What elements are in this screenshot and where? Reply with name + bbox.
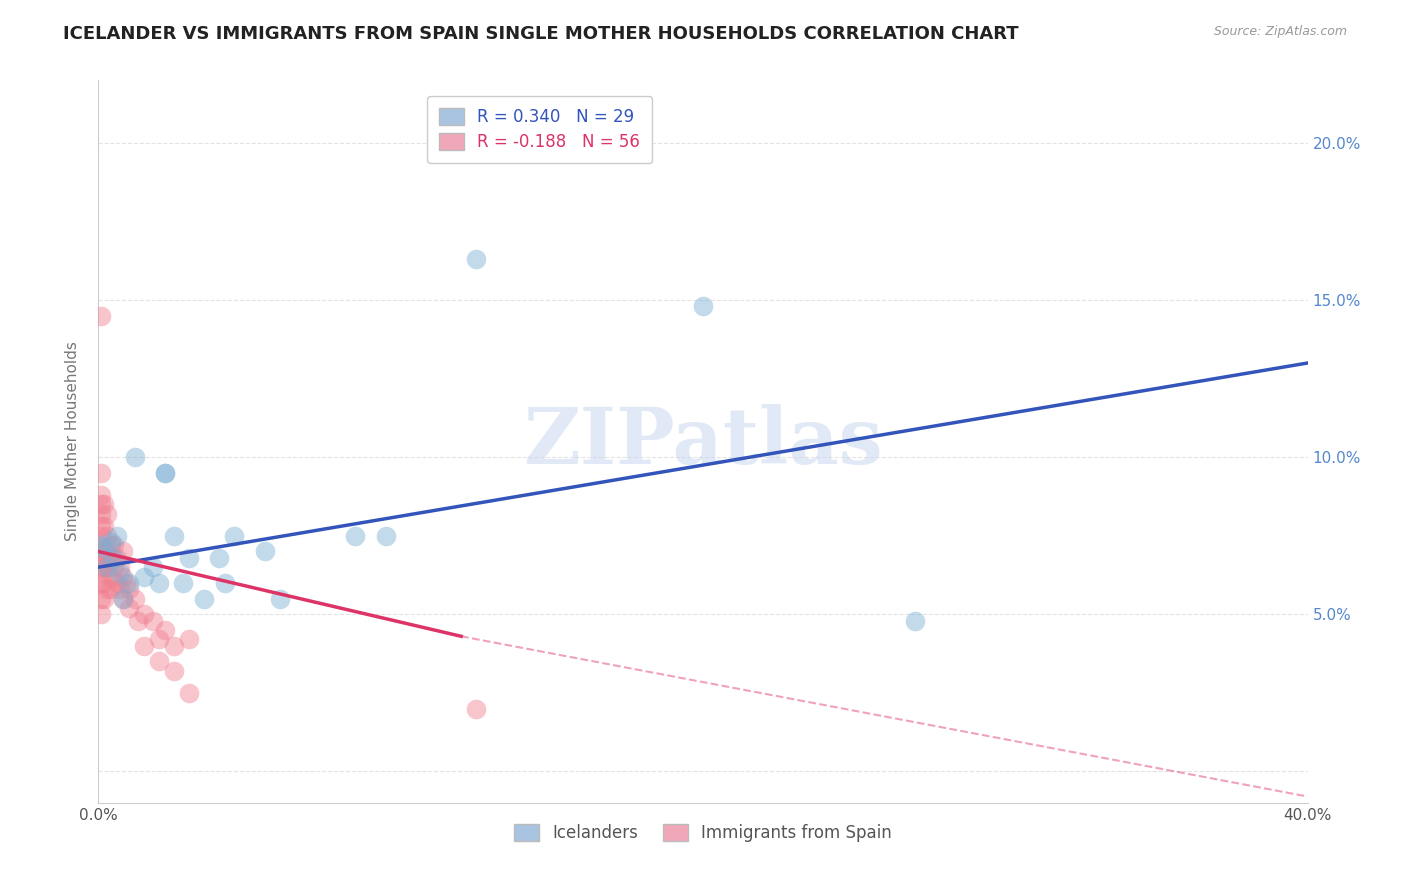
Point xyxy=(224,529,246,543)
Point xyxy=(172,575,194,590)
Point xyxy=(193,591,215,606)
Point xyxy=(96,507,118,521)
Point xyxy=(90,544,112,558)
Point xyxy=(90,519,112,533)
Point xyxy=(124,591,146,606)
Point xyxy=(118,601,141,615)
Text: ZIPatlas: ZIPatlas xyxy=(523,403,883,480)
Point xyxy=(100,535,122,549)
Point xyxy=(90,529,112,543)
Point xyxy=(96,550,118,565)
Point xyxy=(93,497,115,511)
Point xyxy=(96,544,118,558)
Text: ICELANDER VS IMMIGRANTS FROM SPAIN SINGLE MOTHER HOUSEHOLDS CORRELATION CHART: ICELANDER VS IMMIGRANTS FROM SPAIN SINGL… xyxy=(63,25,1019,43)
Point xyxy=(93,591,115,606)
Point xyxy=(179,686,201,700)
Point xyxy=(904,614,927,628)
Point xyxy=(90,466,112,480)
Point xyxy=(124,450,146,465)
Point xyxy=(208,550,231,565)
Point xyxy=(105,529,128,543)
Point xyxy=(148,632,170,647)
Point xyxy=(163,664,186,678)
Point xyxy=(105,550,128,565)
Point xyxy=(148,655,170,669)
Point xyxy=(142,560,165,574)
Legend: Icelanders, Immigrants from Spain: Icelanders, Immigrants from Spain xyxy=(508,817,898,848)
Point xyxy=(93,560,115,574)
Point xyxy=(96,529,118,543)
Point xyxy=(127,614,149,628)
Point xyxy=(111,544,134,558)
Point xyxy=(100,582,122,597)
Point xyxy=(90,309,112,323)
Point xyxy=(105,575,128,590)
Point xyxy=(269,591,291,606)
Point xyxy=(132,607,155,622)
Point xyxy=(103,538,125,552)
Point xyxy=(90,575,112,590)
Point xyxy=(465,252,488,267)
Point xyxy=(114,575,136,590)
Point xyxy=(100,550,122,565)
Point xyxy=(90,507,112,521)
Point xyxy=(103,560,125,574)
Point xyxy=(132,569,155,583)
Point xyxy=(93,575,115,590)
Point xyxy=(108,566,131,581)
Point xyxy=(93,519,115,533)
Point xyxy=(142,614,165,628)
Point xyxy=(153,623,176,637)
Point xyxy=(90,538,112,552)
Point xyxy=(179,550,201,565)
Point xyxy=(153,466,176,480)
Text: Source: ZipAtlas.com: Source: ZipAtlas.com xyxy=(1213,25,1347,38)
Point xyxy=(118,582,141,597)
Point xyxy=(465,701,488,715)
Point xyxy=(344,529,367,543)
Point xyxy=(111,591,134,606)
Point xyxy=(214,575,236,590)
Point xyxy=(96,582,118,597)
Point xyxy=(90,497,112,511)
Point xyxy=(111,591,134,606)
Point xyxy=(96,560,118,574)
Point xyxy=(118,575,141,590)
Point xyxy=(253,544,276,558)
Point xyxy=(96,560,118,574)
Point xyxy=(179,632,201,647)
Point xyxy=(163,529,186,543)
Point xyxy=(90,591,112,606)
Point xyxy=(153,466,176,480)
Point xyxy=(90,607,112,622)
Point xyxy=(90,560,112,574)
Y-axis label: Single Mother Households: Single Mother Households xyxy=(65,342,80,541)
Point xyxy=(100,569,122,583)
Point xyxy=(132,639,155,653)
Point xyxy=(692,300,714,314)
Point xyxy=(108,560,131,574)
Point xyxy=(90,550,112,565)
Point xyxy=(90,538,112,552)
Point xyxy=(93,544,115,558)
Point xyxy=(111,569,134,583)
Point xyxy=(163,639,186,653)
Point xyxy=(148,575,170,590)
Point xyxy=(90,566,112,581)
Point xyxy=(103,550,125,565)
Point xyxy=(93,541,115,556)
Point xyxy=(374,529,396,543)
Point xyxy=(108,582,131,597)
Point xyxy=(90,488,112,502)
Point xyxy=(100,538,122,552)
